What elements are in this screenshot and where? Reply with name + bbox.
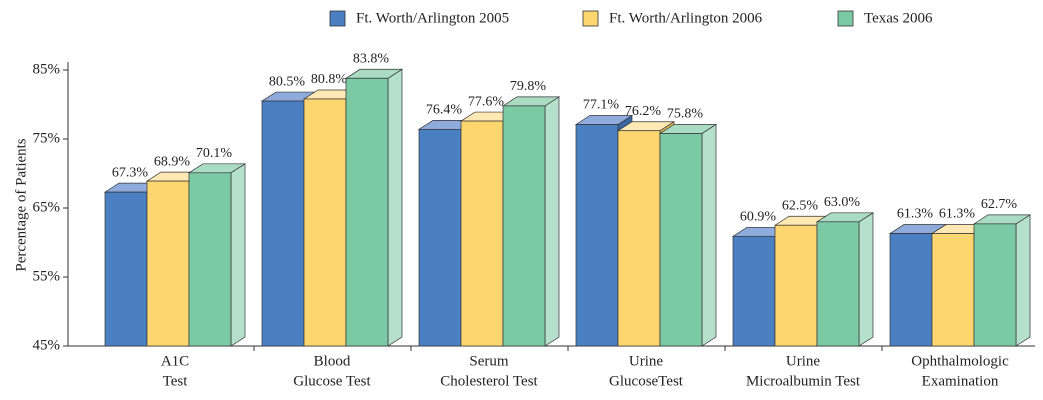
value-label: 76.4% — [426, 103, 463, 118]
x-tick-label: Test — [163, 373, 189, 389]
bar-front — [146, 180, 190, 347]
bar-front — [418, 128, 462, 347]
bar-front — [889, 233, 933, 347]
value-label: 60.9% — [740, 210, 777, 225]
bar-side — [387, 68, 403, 347]
value-label: 79.8% — [510, 79, 547, 94]
bar-front — [575, 124, 619, 347]
legend-label: Texas 2006 — [864, 10, 933, 26]
value-label: 77.6% — [468, 94, 505, 109]
legend-swatch — [329, 10, 346, 27]
x-tick-label: Blood — [314, 353, 351, 369]
y-tick-label: 85% — [33, 61, 61, 77]
legend-swatch — [837, 10, 854, 27]
bar — [815, 212, 875, 347]
x-tick-label: Ophthalmologic — [911, 353, 1009, 369]
x-tick-label: Glucose Test — [293, 373, 371, 389]
bar-front — [345, 77, 389, 347]
bar-front — [617, 130, 661, 347]
value-label: 77.1% — [583, 98, 620, 113]
bar-front — [774, 224, 818, 347]
bar — [972, 214, 1032, 347]
bar-front — [303, 98, 347, 347]
bar — [344, 68, 404, 347]
bar-side — [1015, 214, 1031, 347]
value-label: 80.8% — [311, 72, 348, 87]
x-tick-label: Urine — [629, 353, 663, 369]
legend-label: Ft. Worth/Arlington 2006 — [609, 10, 763, 26]
bar-front — [659, 133, 703, 347]
bar-front — [460, 120, 504, 347]
value-label: 75.8% — [667, 107, 704, 122]
y-tick-label: 55% — [33, 268, 61, 284]
bar-side — [544, 96, 560, 347]
bar-front — [502, 105, 546, 347]
y-tick-label: 45% — [33, 337, 61, 353]
legend-swatch — [582, 10, 599, 27]
x-tick-label: GlucoseTest — [609, 373, 684, 389]
bar-front — [732, 235, 776, 347]
x-tick-label: Serum — [469, 353, 508, 369]
bar-front — [261, 100, 305, 347]
value-label: 62.5% — [782, 198, 819, 213]
y-tick-label: 75% — [33, 130, 61, 146]
x-tick-label: Cholesterol Test — [440, 373, 538, 389]
value-label: 61.3% — [897, 207, 934, 222]
bar-side — [701, 123, 717, 347]
value-label: 63.0% — [824, 195, 861, 210]
bar-front — [188, 172, 232, 347]
bar-front — [816, 221, 860, 347]
legend-label: Ft. Worth/Arlington 2005 — [356, 10, 509, 26]
bar-side — [858, 212, 874, 347]
y-axis-label: Percentage of Patients — [13, 138, 29, 271]
x-tick-label: Examination — [922, 373, 999, 389]
x-tick-label: Microalbumin Test — [746, 373, 861, 389]
value-label: 61.3% — [939, 207, 976, 222]
value-label: 67.3% — [112, 165, 149, 180]
value-label: 62.7% — [981, 197, 1018, 212]
value-label: 80.5% — [269, 74, 306, 89]
y-tick-label: 65% — [33, 199, 61, 215]
bar-front — [931, 233, 975, 347]
bar-front — [104, 191, 148, 347]
bar-front — [973, 223, 1017, 347]
bar — [501, 96, 561, 347]
x-tick-label: A1C — [161, 353, 189, 369]
bar — [187, 163, 247, 347]
value-label: 68.9% — [154, 154, 191, 169]
x-tick-label: Urine — [786, 353, 820, 369]
value-label: 76.2% — [625, 104, 662, 119]
bar-side — [230, 163, 246, 347]
value-label: 70.1% — [196, 146, 233, 161]
value-label: 83.8% — [353, 51, 390, 66]
bar — [658, 123, 718, 347]
